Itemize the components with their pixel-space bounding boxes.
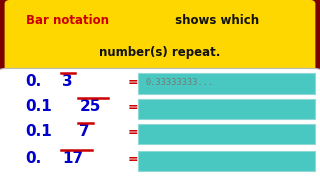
Text: 0.: 0.: [26, 151, 42, 166]
FancyBboxPatch shape: [0, 68, 320, 180]
Text: Bar notation: Bar notation: [26, 14, 108, 27]
Text: =: =: [127, 153, 138, 166]
Text: =: =: [127, 101, 138, 114]
FancyBboxPatch shape: [138, 73, 315, 94]
Text: =: =: [127, 126, 138, 139]
Text: 17: 17: [62, 151, 84, 166]
Text: number(s) repeat.: number(s) repeat.: [99, 46, 221, 59]
FancyBboxPatch shape: [138, 99, 315, 119]
Text: shows which: shows which: [171, 14, 259, 27]
Text: 25: 25: [79, 99, 101, 114]
Text: 0.: 0.: [26, 74, 42, 89]
Text: 0.33333333...: 0.33333333...: [146, 78, 214, 87]
Text: 3: 3: [62, 74, 73, 89]
Text: 0.1: 0.1: [26, 99, 52, 114]
FancyBboxPatch shape: [3, 0, 317, 77]
FancyBboxPatch shape: [138, 151, 315, 171]
Text: =: =: [127, 76, 138, 89]
Text: 0.1: 0.1: [26, 124, 52, 140]
Text: 7: 7: [79, 124, 90, 140]
FancyBboxPatch shape: [138, 124, 315, 144]
